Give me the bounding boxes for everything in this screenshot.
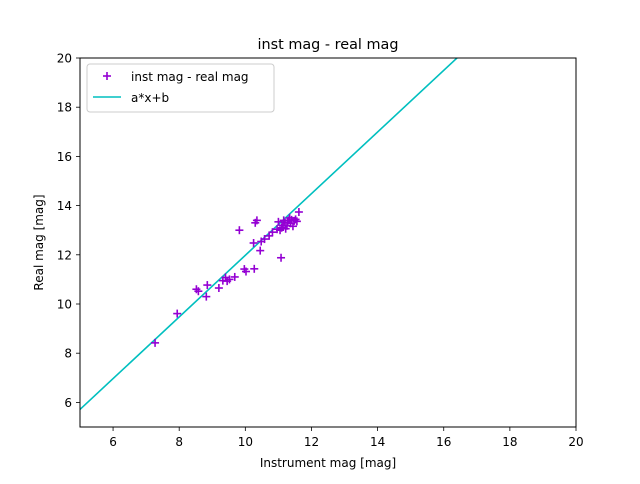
scatter-point [235, 226, 244, 235]
chart-title: inst mag - real mag [258, 37, 399, 53]
y-axis-label: Real mag [mag] [32, 194, 46, 290]
legend-box [86, 63, 275, 113]
scatter-point [252, 216, 261, 225]
y-tick-label: 10 [57, 298, 72, 312]
legend-marker-scatter [103, 72, 111, 80]
scatter-point [260, 235, 269, 244]
scatter-point [202, 292, 211, 301]
x-tick-label: 18 [502, 435, 517, 449]
scatter-point [288, 222, 297, 231]
plot-frame [79, 57, 577, 428]
scatter-point [256, 246, 265, 255]
x-axis-label: Instrument mag [mag] [260, 456, 396, 470]
scatter-point [249, 238, 258, 247]
scatter-point [268, 228, 277, 237]
y-tick-label: 8 [64, 347, 72, 361]
scatter-point [294, 207, 303, 216]
scatter-point [230, 272, 239, 281]
scatter-point [225, 275, 234, 284]
scatter-point [250, 264, 259, 273]
x-tick-label: 10 [238, 435, 253, 449]
scatter-point [214, 284, 223, 293]
legend-label-0: inst mag - real mag [131, 70, 249, 84]
x-tick-label: 8 [175, 435, 183, 449]
scatter-point [173, 309, 182, 318]
scatter-point [194, 287, 203, 296]
scatter-point [241, 267, 250, 276]
y-tick-label: 6 [64, 396, 72, 410]
scatter-point [203, 281, 212, 290]
scatter-point [274, 217, 283, 226]
scatter-point [292, 217, 301, 226]
y-tick-label: 16 [57, 150, 72, 164]
x-tick-label: 6 [109, 435, 117, 449]
y-tick-label: 18 [57, 101, 72, 115]
scatter-point [151, 338, 160, 347]
fit-line [80, 58, 459, 410]
y-tick-label: 12 [57, 248, 72, 262]
y-tick-label: 14 [57, 199, 72, 213]
x-tick-label: 12 [304, 435, 319, 449]
scatter-point [277, 253, 286, 262]
legend-label-1: a*x+b [131, 91, 169, 105]
x-tick-label: 20 [568, 435, 583, 449]
legend: inst mag - real mag a*x+b [86, 63, 275, 113]
x-tick-label: 16 [436, 435, 451, 449]
y-tick-label: 20 [57, 52, 72, 66]
x-tick-label: 14 [370, 435, 385, 449]
